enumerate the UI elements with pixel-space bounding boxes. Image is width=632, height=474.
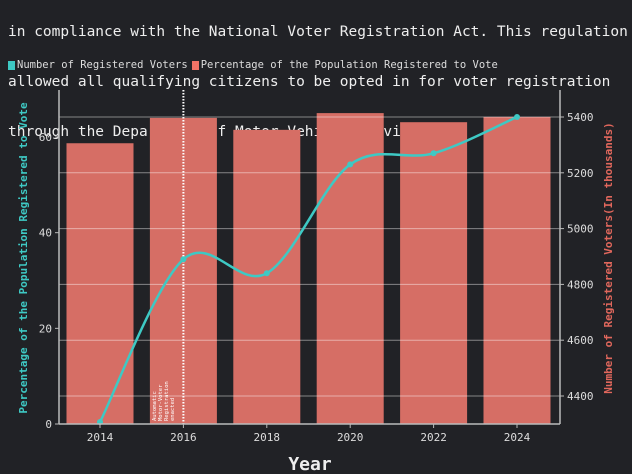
- description-line: in compliance with the National Voter Re…: [8, 24, 628, 41]
- svg-text:5200: 5200: [567, 167, 594, 180]
- svg-text:0: 0: [45, 418, 52, 431]
- legend-swatch-salmon: [191, 60, 199, 70]
- line-point-2018[interactable]: [263, 270, 270, 277]
- svg-text:2024: 2024: [504, 431, 531, 444]
- legend-label: Percentage of the Population Registered …: [200, 59, 498, 71]
- axes: 0 20 40 60 4400 4600 4800 5000 5200 5400 2014 2016 2…: [39, 90, 594, 444]
- legend-label: Number of Registered Voters: [17, 59, 188, 71]
- annotation-text: Automatic: [152, 391, 158, 421]
- annotation-text: enacted: [170, 398, 176, 421]
- bar-2018[interactable]: [233, 129, 301, 424]
- bar-series: [66, 113, 551, 425]
- annotation-text: Motor-Voter: [158, 384, 164, 421]
- right-axis-label: Number of Registered Voters(In thousands…: [602, 122, 615, 394]
- legend-item-registered-voters[interactable]: Number of Registered Voters: [8, 59, 188, 71]
- gridlines: [59, 116, 560, 397]
- legend-item-percentage[interactable]: Percentage of the Population Registered …: [191, 59, 498, 71]
- svg-text:2014: 2014: [87, 431, 114, 444]
- svg-text:60: 60: [39, 131, 52, 144]
- svg-text:2018: 2018: [254, 431, 281, 444]
- svg-text:2016: 2016: [170, 431, 197, 444]
- bar-2014[interactable]: [66, 143, 134, 424]
- annotation: Automatic Motor-Voter Registration enacted: [152, 90, 185, 424]
- line-point-2022[interactable]: [430, 150, 437, 157]
- bar-2024[interactable]: [483, 116, 551, 424]
- svg-text:2020: 2020: [337, 431, 364, 444]
- line-point-2024[interactable]: [514, 114, 520, 120]
- left-axis-label: Percentage of the Population Registered …: [17, 102, 30, 414]
- svg-text:4800: 4800: [567, 278, 594, 291]
- svg-text:5400: 5400: [567, 111, 594, 124]
- x-axis-label: Year: [288, 454, 332, 474]
- bar-2020[interactable]: [316, 113, 384, 424]
- annotation-text: Registration: [164, 381, 170, 421]
- line-point-2020[interactable]: [347, 161, 354, 168]
- svg-text:5000: 5000: [567, 223, 594, 236]
- description-line: allowed all qualifying citizens to be op…: [8, 73, 611, 90]
- svg-text:2022: 2022: [420, 431, 447, 444]
- legend-swatch-teal: [8, 60, 15, 70]
- bar-2022[interactable]: [400, 122, 468, 425]
- svg-text:4600: 4600: [567, 334, 594, 347]
- line-point-2016[interactable]: [180, 256, 187, 263]
- svg-text:20: 20: [39, 322, 52, 335]
- svg-text:40: 40: [39, 227, 52, 240]
- legend: Number of Registered Voters Percentage o…: [8, 59, 502, 71]
- svg-text:4400: 4400: [567, 390, 594, 403]
